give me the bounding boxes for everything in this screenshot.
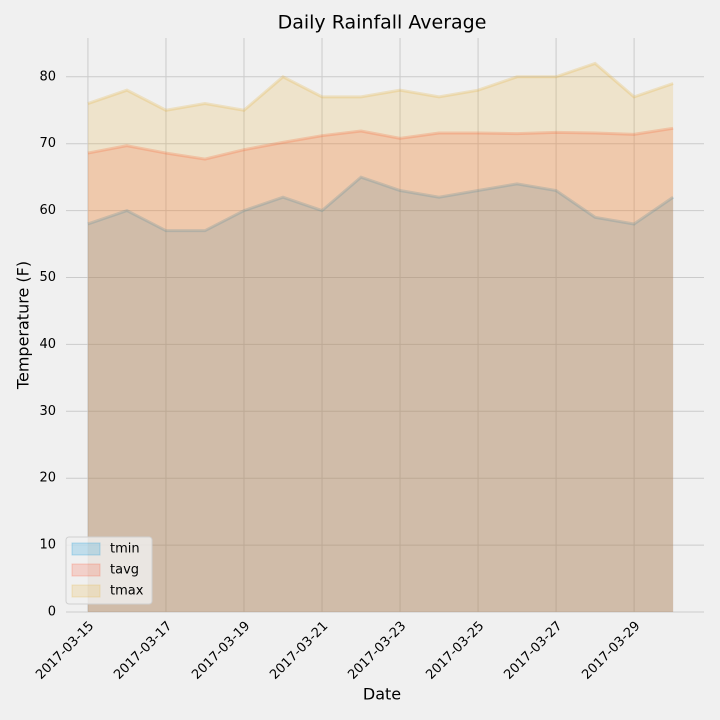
x-tick-label: 2017-03-19 [189, 619, 253, 683]
series-line [87, 126, 674, 161]
grid [66, 38, 704, 613]
series-line [87, 61, 674, 112]
x-tick-label: 2017-03-21 [267, 619, 331, 683]
x-tick-label: 2017-03-15 [33, 619, 97, 683]
x-tick-label: 2017-03-27 [501, 619, 565, 683]
y-tick-label: 80 [39, 69, 56, 84]
y-tick-label: 40 [39, 337, 56, 352]
y-tick-label: 20 [39, 471, 56, 486]
area-fill [87, 177, 674, 612]
legend-swatch [71, 542, 101, 556]
y-tick-label: 70 [39, 136, 56, 151]
area-fill [87, 128, 674, 612]
y-tick-label: 0 [48, 605, 56, 620]
x-tick-label: 2017-03-23 [345, 619, 409, 683]
x-tick-label: 2017-03-25 [423, 619, 487, 683]
legend-box [65, 536, 153, 605]
series-line [87, 175, 674, 233]
y-axis-label: Temperature (F) [14, 261, 33, 390]
x-tick-label: 2017-03-17 [111, 619, 175, 683]
x-axis-label: Date [363, 685, 401, 704]
legend-swatch [71, 563, 101, 577]
legend-label: tavg [110, 563, 139, 578]
x-tick-label: 2017-03-29 [579, 619, 643, 683]
legend-swatch [71, 584, 101, 598]
area-fill [87, 63, 674, 612]
legend-label: tmin [110, 542, 140, 557]
chart-title: Daily Rainfall Average [278, 12, 487, 34]
y-tick-label: 60 [39, 203, 56, 218]
y-tick-label: 30 [39, 404, 56, 419]
legend-label: tmax [110, 584, 144, 599]
y-tick-label: 50 [39, 270, 56, 285]
y-tick-label: 10 [39, 538, 56, 553]
